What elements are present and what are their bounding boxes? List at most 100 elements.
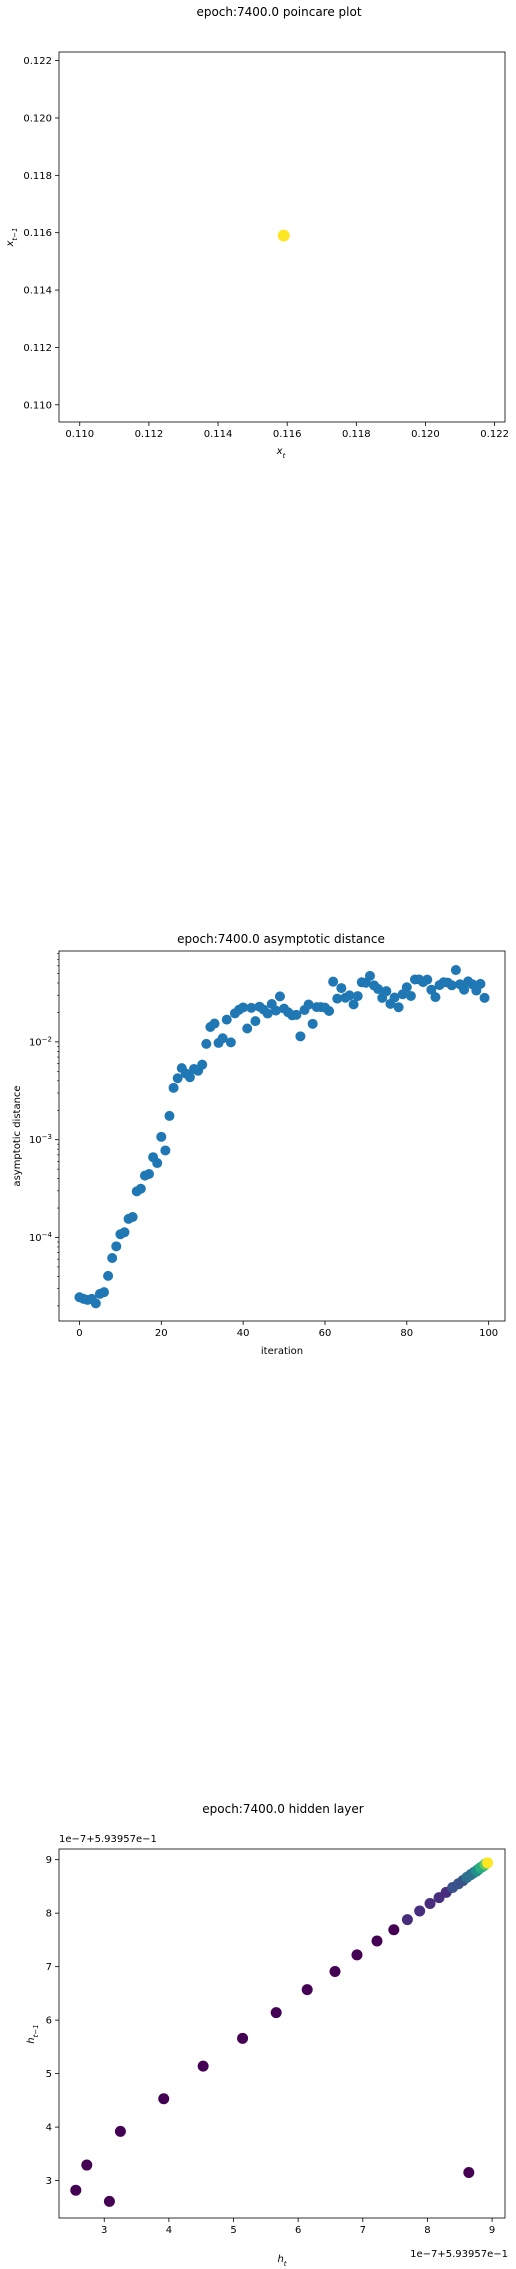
asymptotic-point [381,986,391,996]
hidden-point [414,1906,425,1917]
hidden-x-tick-label: 6 [295,2225,301,2236]
poincare-x-axis-ticks: 0.110 0.112 0.114 0.116 0.118 0.120 0.122 [65,422,509,440]
hidden-y-tick-label: 6 [46,2016,52,2027]
poincare-y-tick-label: 0.122 [23,56,52,67]
poincare-y-tick-label: 0.110 [23,400,52,411]
hidden-y-tick-label: 5 [46,2069,52,2080]
hidden-x-tick-label: 8 [424,2225,430,2236]
poincare-x-tick-label: 0.112 [135,429,164,440]
asymptotic-x-tick-label: 60 [319,1328,332,1339]
hidden-point [70,2185,81,2196]
asymptotic-y-tick-label: 10−2 [29,1035,52,1048]
hidden-x-tick-label: 5 [230,2225,236,2236]
poincare-y-tick-label: 0.114 [23,286,52,297]
asymptotic-point [160,1145,170,1155]
hidden-points [70,1857,493,2207]
asymptotic-point [365,971,375,981]
hidden-point [388,1924,399,1935]
poincare-x-label: xt [276,446,286,460]
asymptotic-y-axis-ticks: 10−4 10−3 10−2 [29,954,59,1306]
hidden-point [351,1949,362,1960]
asymptotic-point [119,1227,129,1237]
asymptotic-point [295,1031,305,1041]
asymptotic-x-axis-ticks: 0 20 40 60 80 100 [76,1321,498,1339]
poincare-x-tick-label: 0.110 [65,429,94,440]
poincare-x-tick-label: 0.118 [342,429,371,440]
asymptotic-point [107,1253,117,1263]
asymptotic-point [209,1019,219,1029]
hidden-point [330,1966,341,1977]
hidden-point [425,1898,436,1909]
asymptotic-y-label: asymptotic distance [12,1085,23,1186]
asymptotic-point [480,993,490,1003]
asymptotic-point [275,991,285,1001]
asymptotic-x-tick-label: 80 [400,1328,413,1339]
hidden-point [81,2160,92,2171]
asymptotic-point [169,1083,179,1093]
asymptotic-x-tick-label: 0 [76,1328,82,1339]
poincare-y-tick-label: 0.120 [23,113,52,124]
hidden-y-tick-label: 3 [46,2176,52,2187]
hidden-point [115,2126,126,2137]
poincare-y-axis-ticks: 0.1100.1120.1140.1160.1180.1200.122 [23,56,59,411]
hidden-x-label: ht [277,2254,286,2268]
asymptotic-point [197,1060,207,1070]
asymptotic-point [406,991,416,1001]
hidden-point [402,1914,413,1925]
asymptotic-point [422,975,432,985]
asymptotic-x-tick-label: 20 [155,1328,168,1339]
hidden-layer-chart: epoch:7400.0 hidden layer 1e−7+5.93957e−… [26,1802,508,2268]
hidden-point [372,1935,383,1946]
asymptotic-point [201,1039,211,1049]
asymptotic-point [226,1037,236,1047]
asymptotic-point [353,991,363,1001]
asymptotic-point [152,1158,162,1168]
hidden-x-tick-label: 9 [489,2225,495,2236]
hidden-y-tick-label: 8 [46,1909,52,1920]
asymptotic-point [324,1006,334,1016]
hidden-point [271,2007,282,2018]
asymptotic-point [394,1002,404,1012]
poincare-chart: epoch:7400.0 poincare plot 0.110 0.112 0.1… [5,5,509,460]
asymptotic-point [99,1287,109,1297]
asymptotic-point [336,983,346,993]
asymptotic-point [451,965,461,975]
hidden-point [198,2061,209,2072]
asymptotic-point [475,979,485,989]
poincare-point [278,230,290,242]
asymptotic-point [164,1111,174,1121]
hidden-y-tick-label: 7 [46,1962,52,1973]
asymptotic-point [328,977,338,987]
hidden-title: epoch:7400.0 hidden layer [202,1802,364,1816]
hidden-x-axis-ticks: 3 4 5 6 7 8 9 [101,2218,495,2236]
hidden-y-offset-text: 1e−7+5.93957e−1 [59,1834,157,1845]
asymptotic-point [91,1298,101,1308]
asymptotic-point [103,1271,113,1281]
asymptotic-point [156,1132,166,1142]
asymptotic-point [430,992,440,1002]
asymptotic-x-label: iteration [261,1346,303,1357]
asymptotic-point [128,1212,138,1222]
asymptotic-point [242,1024,252,1034]
asymptotic-point [222,1015,232,1025]
hidden-x-tick-label: 7 [360,2225,366,2236]
hidden-y-tick-label: 9 [46,1855,52,1866]
asymptotic-y-tick-label: 10−3 [29,1133,52,1146]
asymptotic-point [136,1184,146,1194]
hidden-y-axis-ticks: 3 4 5 6 7 8 9 [46,1855,59,2187]
asymptotic-title: epoch:7400.0 asymptotic distance [177,932,385,946]
asymptotic-point [308,1019,318,1029]
hidden-point [482,1857,493,1868]
hidden-x-tick-label: 4 [166,2225,172,2236]
asymptotic-distance-chart: epoch:7400.0 asymptotic distance 0 20 40 60… [12,932,505,1357]
asymptotic-x-tick-label: 40 [237,1328,250,1339]
hidden-y-tick-label: 4 [46,2123,52,2134]
hidden-point [237,2033,248,2044]
hidden-x-tick-label: 3 [101,2225,107,2236]
asymptotic-point [250,1016,260,1026]
poincare-x-tick-label: 0.114 [204,429,233,440]
poincare-x-tick-label: 0.120 [411,429,440,440]
hidden-point [104,2196,115,2207]
hidden-y-label: ht−1 [26,2024,40,2043]
